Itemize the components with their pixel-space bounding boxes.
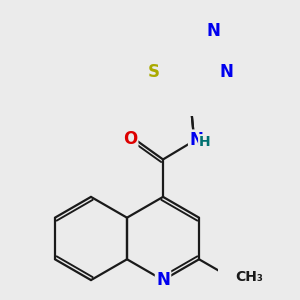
Text: O: O xyxy=(123,130,137,148)
Text: CH₃: CH₃ xyxy=(236,270,263,284)
Text: N: N xyxy=(156,271,170,289)
Text: N: N xyxy=(206,22,220,40)
Text: N: N xyxy=(219,63,233,81)
Text: S: S xyxy=(147,63,159,81)
Text: H: H xyxy=(199,135,211,149)
Text: N: N xyxy=(189,131,203,149)
